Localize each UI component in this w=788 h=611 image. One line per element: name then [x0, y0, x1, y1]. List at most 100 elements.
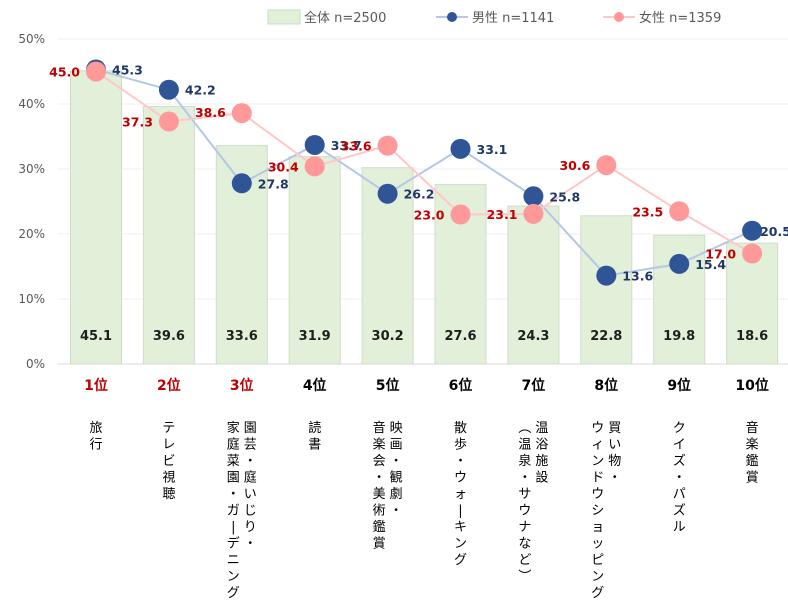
rank-label: 9位 — [667, 377, 691, 394]
point-male — [231, 173, 252, 194]
legend-label-female: 女性 n=1359 — [639, 10, 721, 26]
x-axis: 1位 2位 3位 4位 5位 6位 7位 8位 9位 10位旅行テレビ視聴園芸・庭いじり・家庭菜園… — [84, 377, 769, 601]
category-char: | — [231, 520, 235, 535]
rank-label: 10位 — [735, 377, 768, 394]
female-value-label: 23.1 — [487, 207, 518, 222]
category-char: ピ — [591, 553, 604, 568]
point-male — [450, 138, 471, 159]
category-char: 温 — [535, 421, 548, 436]
y-tick-label: 30% — [18, 162, 45, 176]
point-female — [377, 135, 398, 156]
category-char: 鑑 — [373, 519, 386, 535]
category-char: イ — [673, 438, 686, 453]
category-char: ウ — [454, 471, 467, 486]
bar-value-label: 19.8 — [663, 329, 695, 344]
category-char: い — [244, 487, 257, 502]
point-male — [304, 134, 325, 155]
category-char: ・ — [454, 454, 467, 469]
category-label: 散歩・ウォ |キング — [454, 421, 467, 568]
category-char: ン — [591, 570, 604, 585]
category-char: 画 — [390, 438, 403, 453]
category-char: ズ — [673, 503, 686, 519]
bars — [70, 70, 779, 365]
category-char: ・ — [390, 454, 403, 469]
point-male — [523, 186, 544, 207]
point-female — [231, 103, 252, 124]
category-char: ル — [673, 520, 686, 535]
legend-item-female[interactable]: 女性 n=1359 — [603, 10, 721, 26]
category-char: テ — [162, 421, 175, 436]
category-char: ウ — [518, 504, 531, 519]
y-axis: 0% 10% 20% 30% 40% 50% — [18, 32, 45, 371]
category-char: 旅 — [89, 421, 102, 436]
category-char: 観 — [390, 471, 403, 486]
category-char: じ — [244, 504, 257, 519]
category-char: ・ — [244, 537, 257, 552]
category-char: サ — [518, 487, 531, 502]
category-char: 温 — [518, 438, 531, 453]
point-female — [304, 156, 325, 177]
category-char: ク — [673, 421, 686, 436]
category-char: 行 — [89, 438, 102, 453]
category-char: ・ — [244, 454, 257, 469]
bar-total — [580, 215, 633, 365]
category-char: ど — [518, 553, 531, 568]
legend-item-total[interactable]: 全体 n=2500 — [267, 9, 386, 26]
category-label: 旅行 — [89, 421, 102, 453]
rank-label: 4位 — [303, 377, 327, 394]
lines — [95, 68, 753, 277]
female-value-label: 23.0 — [414, 208, 445, 223]
category-char: | — [458, 504, 462, 519]
category-char: 鑑 — [746, 453, 759, 469]
bar-total — [70, 70, 122, 365]
male-value-label: 25.8 — [549, 189, 580, 204]
rank-label: 2位 — [157, 377, 181, 394]
y-tick-label: 40% — [18, 97, 45, 111]
category-char: 泉 — [518, 453, 531, 469]
category-char: り — [244, 520, 257, 535]
category-char: 楽 — [746, 437, 759, 453]
legend-item-male[interactable]: 男性 n=1141 — [436, 11, 554, 26]
legend-label-male: 男性 n=1141 — [472, 11, 554, 26]
legend-marker-male — [447, 12, 457, 22]
category-char: 芸 — [244, 437, 257, 453]
bar-value-label: 39.6 — [153, 329, 185, 344]
category-char: 園 — [227, 471, 240, 486]
category-char: ォ — [454, 487, 467, 502]
male-value-label: 15.4 — [695, 257, 726, 272]
rank-label: 3位 — [230, 377, 254, 394]
rank-label: 8位 — [594, 377, 618, 394]
male-value-label: 20.5 — [760, 224, 788, 239]
category-char: ィ — [591, 438, 604, 453]
point-female — [742, 243, 763, 264]
category-char: 劇 — [390, 487, 403, 502]
category-label: クイズ・パズル — [673, 421, 686, 535]
category-char: 賞 — [373, 537, 386, 552]
legend: 全体 n=2500 男性 n=1141 女性 n=1359 — [267, 9, 721, 26]
category-char: ・ — [608, 471, 621, 486]
point-male — [669, 253, 690, 274]
category-char: 読 — [308, 420, 321, 436]
points — [86, 59, 763, 286]
category-char: 園 — [244, 421, 257, 436]
female-value-label: 30.6 — [559, 158, 590, 173]
category-char: ン — [454, 537, 467, 552]
male-value-label: 33.7 — [331, 138, 362, 153]
category-char: ・ — [390, 504, 403, 519]
category-char: 菜 — [227, 454, 240, 469]
point-female — [450, 204, 471, 225]
category-char: 浴 — [535, 438, 548, 453]
point-male — [596, 265, 617, 286]
point-female — [86, 61, 106, 82]
rank-label: 5位 — [376, 377, 400, 394]
category-char: グ — [227, 586, 240, 601]
category-char: 楽 — [373, 437, 386, 453]
category-char: レ — [162, 438, 175, 453]
point-female — [596, 155, 617, 176]
category-char: グ — [591, 586, 604, 601]
bar-value-label: 45.1 — [80, 329, 112, 344]
category-char: ン — [227, 570, 240, 585]
